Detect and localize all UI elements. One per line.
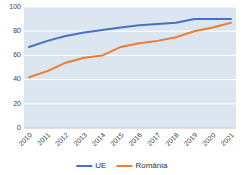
grid-line (24, 55, 236, 56)
y-tick-label: 0 (17, 124, 21, 131)
series-group (29, 19, 231, 77)
legend-label: UE (95, 161, 106, 170)
plot-area (24, 7, 236, 128)
grid-line (24, 31, 236, 32)
y-tick-label: 100 (9, 3, 21, 10)
grid-line (24, 103, 236, 104)
x-axis-line (24, 128, 236, 129)
y-tick-label: 20 (13, 100, 21, 107)
legend-swatch (76, 165, 92, 167)
x-tick-label: 2012 (54, 131, 70, 147)
x-tick-label: 2018 (164, 131, 180, 147)
grid-line (24, 128, 236, 129)
grid-line (24, 7, 236, 8)
grid-line (24, 79, 236, 80)
chart: 0 20 40 60 80 100 2010201120122013201420152016… (0, 0, 244, 175)
y-tick-label: 60 (13, 51, 21, 58)
x-tick-label: 2020 (201, 131, 217, 147)
x-tick-label: 2017 (146, 131, 162, 147)
series-line (29, 19, 231, 47)
legend-label: România (135, 161, 168, 170)
y-tick-label: 80 (13, 27, 21, 34)
x-tick-label: 2011 (36, 131, 52, 147)
y-tick-label: 40 (13, 75, 21, 82)
x-tick-label: 2019 (182, 131, 198, 147)
series-line (29, 23, 231, 77)
legend: UE România (76, 161, 168, 170)
x-tick-label: 2014 (91, 131, 107, 147)
x-tick-label: 2016 (127, 131, 143, 147)
x-tick-label: 2010 (17, 131, 33, 147)
x-tick-label: 2015 (109, 131, 125, 147)
legend-swatch (116, 165, 132, 167)
x-tick-label: 2013 (72, 131, 88, 147)
x-tick-label: 2021 (219, 131, 235, 147)
